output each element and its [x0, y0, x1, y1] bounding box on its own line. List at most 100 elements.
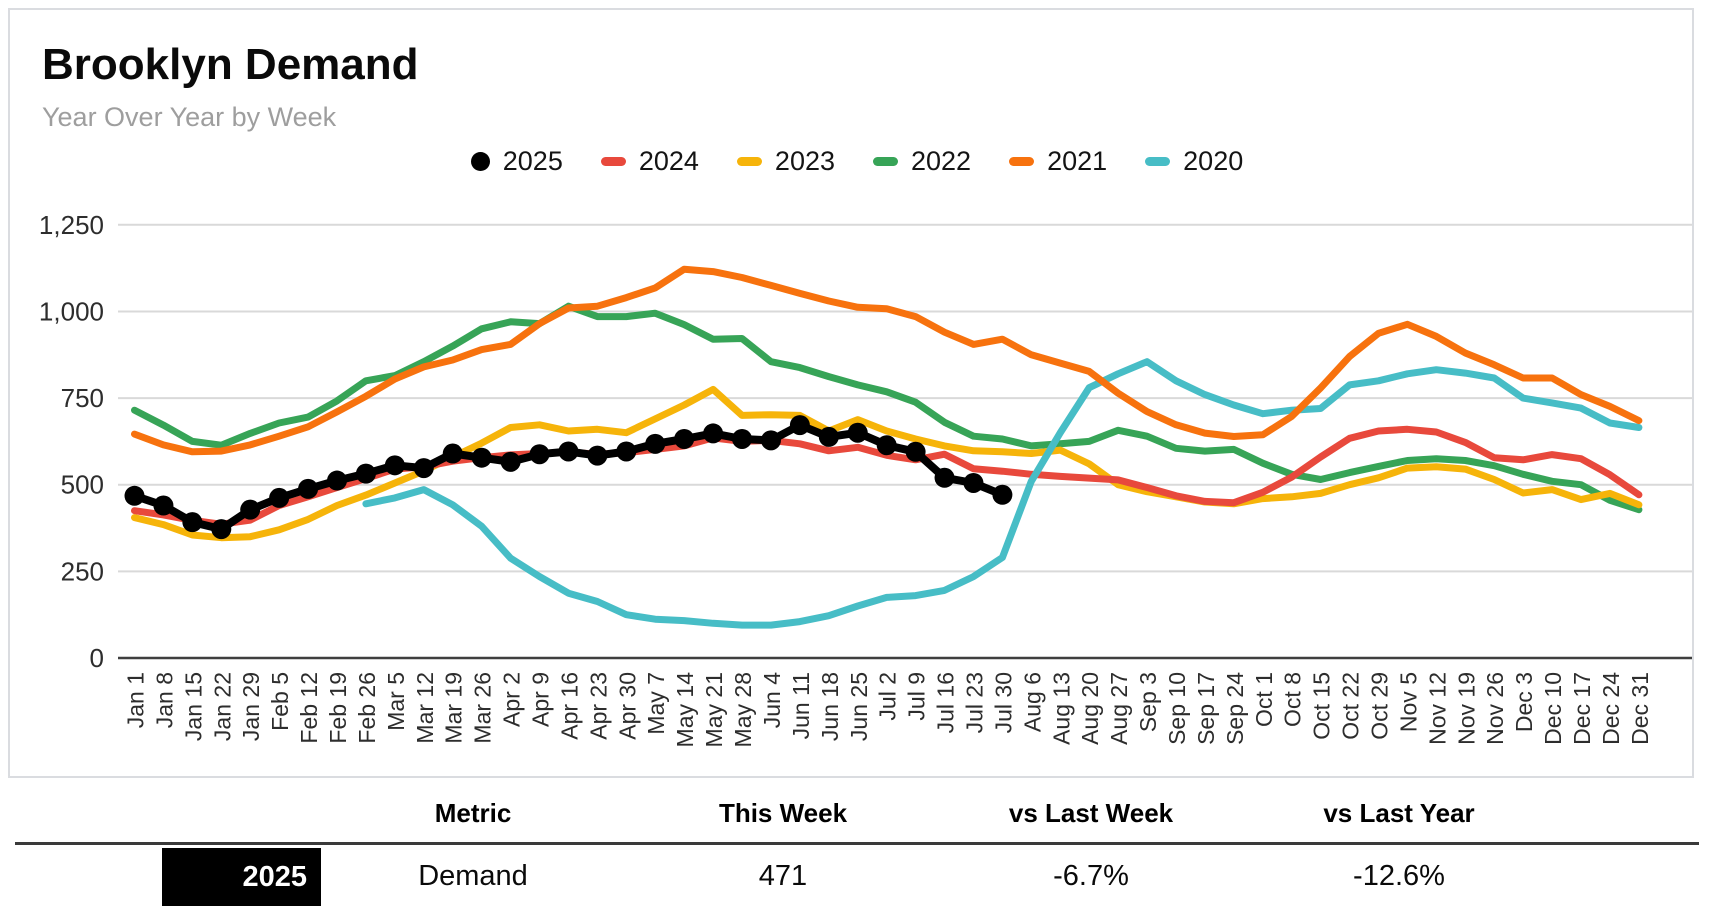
table-header-vs-last-week: vs Last Week: [1008, 798, 1174, 828]
x-tick-label: Jan 29: [238, 672, 264, 741]
x-tick-label: May 21: [701, 672, 727, 747]
series-point-2025: [182, 512, 203, 533]
x-tick-label: May 28: [730, 672, 756, 747]
series-point-2025: [674, 428, 695, 449]
series-point-2025: [789, 415, 810, 436]
x-tick-label: Mar 12: [412, 672, 438, 744]
legend-label: 2021: [1047, 146, 1108, 176]
y-tick-label: 250: [61, 556, 104, 586]
y-tick-label: 0: [90, 643, 104, 673]
series-point-2025: [529, 444, 550, 465]
x-tick-label: Jan 15: [180, 672, 206, 741]
series-point-2025: [934, 467, 955, 488]
x-tick-label: Apr 30: [614, 672, 640, 740]
x-tick-label: Apr 9: [528, 672, 554, 727]
table-header-vs-last-year: vs Last Year: [1323, 798, 1475, 828]
legend-item-2025[interactable]: 2025: [470, 146, 563, 177]
y-tick-label: 750: [61, 383, 104, 413]
x-tick-label: Jul 30: [990, 672, 1016, 733]
table-header-this-week: This Week: [718, 798, 848, 828]
legend-item-2022[interactable]: 2022: [873, 146, 971, 177]
legend-swatch-2020: [1145, 157, 1171, 166]
x-tick-label: Jan 22: [209, 672, 235, 741]
legend-item-2023[interactable]: 2023: [736, 146, 835, 177]
x-tick-label: Jan 1: [123, 672, 149, 728]
series-point-2025: [760, 430, 781, 451]
x-tick-label: Aug 20: [1077, 672, 1103, 745]
series-point-2025: [905, 441, 926, 462]
series-point-2025: [587, 445, 608, 466]
x-tick-label: Oct 29: [1366, 672, 1392, 740]
legend-item-2021[interactable]: 2021: [1009, 146, 1107, 177]
series-point-2025: [298, 478, 319, 499]
series-point-2025: [645, 433, 666, 454]
x-tick-label: Apr 23: [585, 672, 611, 740]
series-point-2025: [471, 447, 492, 468]
x-tick-label: Jun 18: [817, 672, 843, 741]
x-tick-label: Sep 3: [1135, 672, 1161, 732]
x-tick-label: Nov 19: [1453, 672, 1479, 745]
series-point-2025: [500, 451, 521, 472]
x-tick-label: Oct 15: [1309, 672, 1335, 740]
x-tick-label: Jun 11: [788, 672, 814, 739]
x-tick-label: Feb 12: [296, 672, 322, 744]
x-tick-label: Dec 17: [1569, 672, 1595, 745]
series-point-2025: [211, 519, 232, 540]
legend-item-2020[interactable]: 2020: [1145, 146, 1243, 177]
y-tick-label: 500: [61, 470, 104, 500]
table-cell-vs-last-year: -12.6%: [1353, 860, 1445, 892]
series-line-2023: [131, 385, 1643, 542]
series-point-2025: [327, 470, 348, 491]
y-tick-label: 1,250: [39, 210, 104, 240]
legend-swatch-2022: [873, 157, 898, 166]
legend-item-2024[interactable]: 2024: [600, 146, 699, 177]
series-point-2025: [847, 422, 868, 443]
x-tick-label: Mar 5: [383, 672, 409, 731]
series-point-2025: [240, 499, 261, 520]
series-point-2025: [124, 485, 145, 506]
x-tick-label: Aug 27: [1106, 672, 1132, 745]
x-tick-label: Feb 5: [267, 672, 293, 731]
legend-swatch-2021: [1009, 157, 1035, 166]
x-tick-label: Sep 17: [1193, 672, 1219, 745]
series-line-2020: [362, 358, 1643, 629]
x-tick-label: Dec 31: [1627, 672, 1653, 745]
x-tick-label: Jul 2: [875, 672, 901, 721]
series-point-2025: [442, 443, 463, 464]
legend-label: 2024: [638, 146, 699, 176]
x-tick-label: Feb 19: [325, 672, 351, 744]
x-tick-label: Mar 26: [470, 672, 496, 744]
year-badge-label: 2025: [242, 860, 307, 893]
x-tick-label: Nov 5: [1395, 672, 1421, 732]
chart-title: Brooklyn Demand: [42, 40, 419, 89]
x-tick-label: Feb 26: [354, 672, 380, 744]
table-separator: [15, 842, 1699, 845]
series-line-2021: [131, 265, 1643, 456]
legend-swatch-2024: [600, 157, 626, 166]
series-point-2025: [963, 472, 984, 493]
legend-label: 2025: [502, 146, 563, 176]
series-point-2025: [992, 484, 1013, 505]
x-tick-label: Oct 8: [1280, 672, 1306, 727]
legend-label: 2020: [1183, 146, 1244, 176]
series-point-2025: [355, 463, 376, 484]
legend-label: 2022: [911, 146, 972, 176]
chart-legend: 2025 2024 2023 2022 2021 2020: [0, 146, 1714, 177]
x-tick-label: Apr 16: [556, 672, 582, 740]
x-tick-label: Apr 2: [499, 672, 525, 727]
series-line-2024: [131, 425, 1643, 528]
x-tick-label: Jan 8: [151, 672, 177, 728]
legend-label: 2023: [774, 146, 835, 176]
y-tick-label: 1,000: [39, 296, 104, 326]
series-point-2025: [384, 455, 405, 476]
year-badge-2025: 2025: [162, 848, 321, 906]
x-tick-label: Sep 24: [1222, 672, 1248, 745]
series-point-2025: [558, 441, 579, 462]
x-tick-label: Jul 9: [904, 672, 930, 721]
x-tick-label: Oct 22: [1338, 672, 1364, 740]
series-point-2025: [616, 441, 637, 462]
x-tick-label: Aug 6: [1019, 672, 1045, 732]
table-cell-vs-last-week: -6.7%: [1053, 860, 1129, 892]
